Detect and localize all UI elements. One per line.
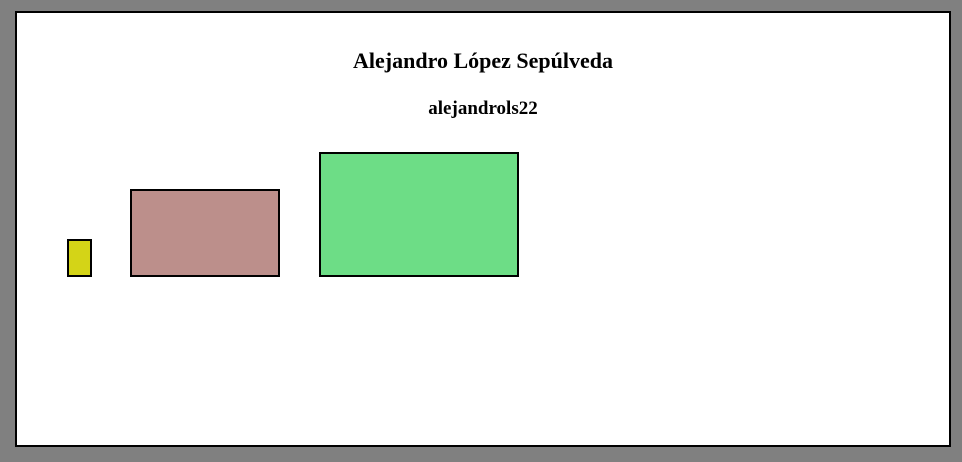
page-subtitle: alejandrols22	[428, 98, 538, 119]
yellow-rectangle	[67, 239, 92, 277]
mauve-rectangle	[130, 189, 280, 277]
green-rectangle	[319, 152, 519, 277]
drawing-canvas: Alejandro López Sepúlveda alejandrols22	[15, 11, 951, 447]
page-title: Alejandro López Sepúlveda	[353, 48, 613, 73]
